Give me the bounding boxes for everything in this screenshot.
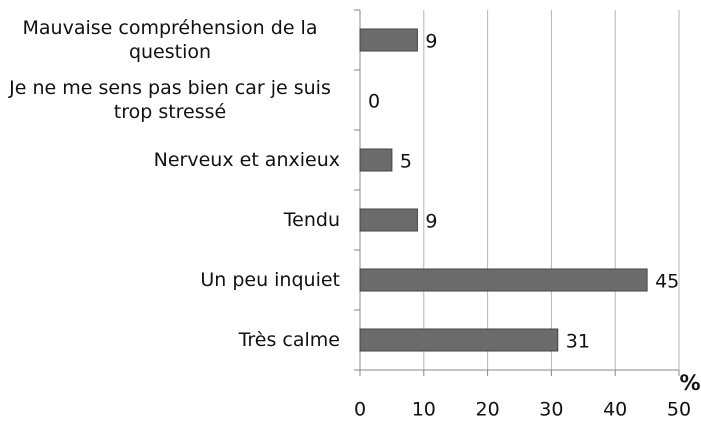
data-label: 9: [425, 31, 437, 53]
y-tick-label: Très calme: [238, 329, 340, 351]
category-label-box: Je ne me sens pas bien car je suis trop …: [0, 70, 340, 130]
y-tick-label: Mauvaise compréhension de la question: [22, 17, 318, 63]
bar: [359, 148, 393, 172]
x-axis-label: %: [679, 371, 700, 395]
x-tick-label: 50: [667, 399, 691, 421]
x-tick-label: 30: [539, 399, 563, 421]
bar: [359, 268, 648, 292]
category-label-box: Tendu: [0, 190, 340, 250]
category-label-box: Mauvaise compréhension de la question: [0, 10, 340, 70]
category-label-box: Nerveux et anxieux: [0, 130, 340, 190]
y-tick-label: Nerveux et anxieux: [153, 149, 340, 171]
data-label: 5: [400, 151, 412, 173]
data-label: 31: [566, 331, 590, 353]
x-tick-label: 40: [603, 399, 627, 421]
bar: [359, 328, 559, 352]
y-tick-label: Tendu: [283, 209, 340, 231]
data-label: 9: [425, 211, 437, 233]
data-label: 0: [368, 91, 380, 113]
x-tick-label: 10: [412, 399, 436, 421]
category-label-box: Très calme: [0, 310, 340, 370]
bar: [359, 28, 418, 52]
data-label: 45: [655, 271, 679, 293]
bar: [359, 208, 418, 232]
category-label-box: Un peu inquiet: [0, 250, 340, 310]
x-tick-label: 0: [354, 399, 366, 421]
y-tick-label: Un peu inquiet: [200, 269, 340, 291]
y-tick-label: Je ne me sens pas bien car je suis trop …: [9, 77, 331, 123]
x-tick-label: 20: [476, 399, 500, 421]
